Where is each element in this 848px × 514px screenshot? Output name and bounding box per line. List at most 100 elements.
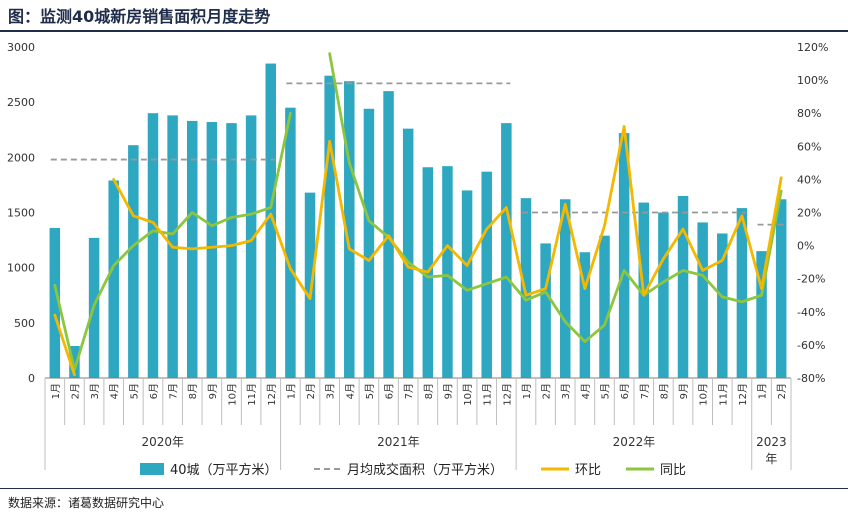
bar	[481, 171, 492, 378]
month-label: 3月	[325, 383, 337, 399]
chart-svg: 0 500 1000 1500 2000 2500 3000 -80% -60% -40% -20%…	[7, 41, 828, 478]
bar	[697, 222, 708, 378]
bar	[717, 233, 728, 378]
bar	[775, 199, 787, 378]
month-label: 1月	[285, 383, 297, 399]
bar	[285, 107, 296, 378]
month-label: 6月	[619, 383, 631, 399]
bar	[402, 128, 414, 378]
axes: 0 500 1000 1500 2000 2500 3000 -80% -60% -40% -20%…	[7, 41, 828, 470]
month-label: 7月	[168, 383, 180, 399]
chart-title: 图：监测40城新房销售面积月度走势	[8, 7, 271, 26]
bar	[540, 243, 551, 378]
year-label: 2022年	[613, 435, 656, 449]
year-label: 2023	[756, 435, 787, 449]
month-label: 12月	[501, 383, 513, 406]
year-label: 年	[765, 452, 777, 466]
right-tick-label: -20%	[797, 273, 825, 286]
bar	[559, 199, 571, 378]
left-tick-label: 3000	[7, 41, 35, 54]
line-series	[53, 52, 783, 377]
month-label: 5月	[364, 383, 376, 399]
bar	[677, 195, 689, 378]
month-label: 3月	[89, 383, 101, 399]
month-label: 1月	[757, 383, 769, 399]
source-text: 数据来源：诸葛数据研究中心	[8, 496, 165, 510]
right-tick-label: 100%	[797, 74, 828, 87]
bar	[736, 208, 748, 378]
month-label: 2月	[776, 383, 788, 399]
bar	[324, 75, 335, 378]
bar	[206, 122, 218, 378]
right-tick-label: -60%	[797, 339, 825, 352]
month-label: 2月	[305, 383, 317, 399]
month-label: 7月	[639, 383, 651, 399]
bar	[147, 113, 159, 378]
bar	[579, 252, 591, 378]
right-tick-label: 120%	[797, 41, 828, 54]
title-rule	[0, 30, 848, 32]
right-tick-label: -40%	[797, 306, 825, 319]
left-tick-label: 500	[14, 317, 35, 330]
bar-series	[49, 63, 787, 379]
legend-swatch-bar	[140, 463, 164, 475]
bar	[304, 192, 316, 378]
month-label: 7月	[403, 383, 415, 399]
bar	[442, 166, 453, 378]
legend-label: 同比	[660, 463, 686, 478]
bar	[461, 190, 473, 378]
source-rule	[0, 488, 848, 489]
month-label: 4月	[109, 383, 121, 399]
legend-label: 环比	[575, 463, 601, 478]
right-tick-label: 40%	[797, 173, 821, 186]
month-label: 10月	[698, 383, 710, 406]
left-tick-label: 2500	[7, 96, 35, 109]
month-label: 1月	[50, 383, 62, 399]
bar	[245, 115, 257, 378]
month-label: 8月	[658, 383, 670, 399]
yoy-line	[53, 111, 292, 372]
month-label: 6月	[384, 383, 396, 399]
month-label: 5月	[600, 383, 612, 399]
bar	[265, 63, 277, 379]
bar	[363, 108, 375, 378]
average-series	[50, 82, 786, 226]
month-label: 9月	[207, 383, 219, 399]
month-label: 11月	[482, 383, 494, 406]
mom-line	[112, 125, 783, 300]
month-label: 8月	[187, 383, 199, 399]
year-label: 2021年	[377, 435, 420, 449]
month-label: 11月	[246, 383, 258, 406]
bar	[599, 235, 610, 378]
legend-label: 40城（万平方米）	[170, 462, 278, 478]
month-label: 11月	[717, 383, 729, 406]
mom-line	[53, 313, 76, 377]
year-label: 2020年	[142, 435, 185, 449]
bar	[520, 198, 532, 378]
month-label: 9月	[678, 383, 690, 399]
legend-label: 月均成交面积（万平方米）	[347, 462, 503, 478]
month-label: 12月	[737, 383, 749, 406]
right-tick-label: 80%	[797, 107, 821, 120]
left-tick-label: 1000	[7, 262, 35, 275]
bar	[108, 180, 119, 378]
bar	[756, 251, 767, 378]
month-label: 12月	[266, 383, 278, 406]
month-label: 2月	[69, 383, 81, 399]
month-label: 9月	[442, 383, 454, 399]
month-label: 2月	[541, 383, 553, 399]
bar	[226, 123, 237, 378]
month-label: 4月	[580, 383, 592, 399]
right-tick-label: 20%	[797, 207, 821, 220]
bar	[128, 145, 139, 378]
month-label: 5月	[128, 383, 140, 399]
month-label: 6月	[148, 383, 160, 399]
bar	[658, 212, 669, 378]
left-tick-label: 1500	[7, 207, 35, 220]
right-tick-label: 0%	[797, 240, 814, 253]
month-label: 8月	[423, 383, 435, 399]
right-tick-label: -80%	[797, 372, 825, 385]
month-label: 1月	[521, 383, 533, 399]
month-label: 3月	[560, 383, 572, 399]
bar	[618, 133, 630, 378]
